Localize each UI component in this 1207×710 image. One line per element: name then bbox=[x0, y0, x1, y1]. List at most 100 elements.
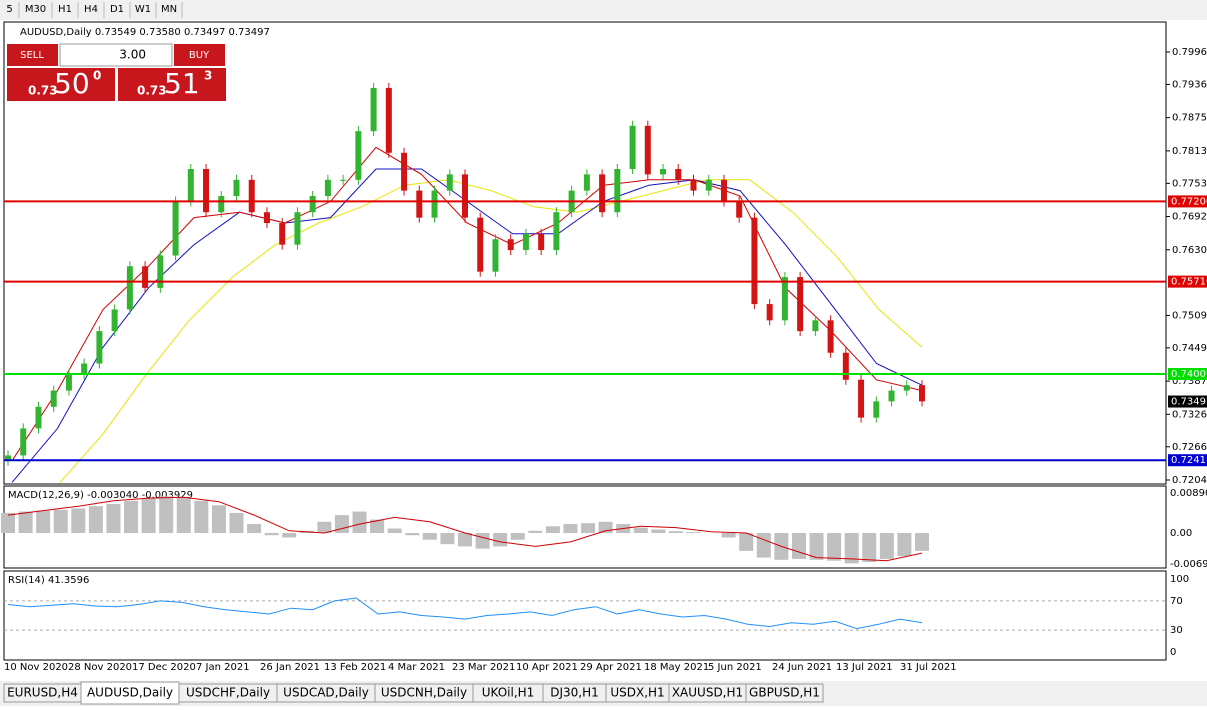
date-label: 28 Nov 2020 bbox=[68, 662, 132, 673]
buy-prefix: 0.73 bbox=[137, 84, 167, 98]
sell-sup: 0 bbox=[93, 69, 101, 83]
candle bbox=[401, 152, 408, 191]
candle bbox=[50, 390, 57, 407]
price-label: 0.76305 bbox=[1172, 245, 1207, 256]
candle bbox=[751, 217, 758, 305]
candle bbox=[142, 266, 149, 288]
candle bbox=[385, 87, 392, 153]
candle bbox=[126, 266, 133, 310]
buy-button[interactable] bbox=[174, 44, 225, 66]
macd-bar bbox=[71, 508, 86, 533]
macd-bar bbox=[141, 498, 156, 533]
macd-bar bbox=[827, 533, 842, 561]
price-label: 0.72045 bbox=[1172, 475, 1207, 486]
candle bbox=[416, 190, 423, 218]
macd-bar bbox=[458, 533, 472, 547]
price-level-label: 0.75716 bbox=[1171, 277, 1207, 288]
price-level-tag bbox=[1168, 454, 1207, 467]
tab-label[interactable]: USDCAD,Daily bbox=[283, 686, 369, 700]
timeframe-button[interactable]: W1 bbox=[135, 4, 151, 15]
timeframe-button[interactable]: 5 bbox=[6, 4, 12, 15]
macd-bar bbox=[879, 533, 894, 559]
candle bbox=[248, 179, 255, 213]
macd-bar bbox=[844, 533, 859, 564]
macd-bar bbox=[809, 533, 824, 560]
timeframe-button[interactable]: M30 bbox=[25, 4, 46, 15]
macd-bar bbox=[405, 533, 420, 536]
candle bbox=[477, 217, 484, 272]
macd-bar bbox=[528, 530, 543, 533]
macd-bar bbox=[370, 519, 385, 533]
tab-label[interactable]: USDCNH,Daily bbox=[381, 686, 467, 700]
tab-label[interactable]: GBPUSD,H1 bbox=[749, 686, 820, 700]
candle bbox=[20, 428, 27, 456]
candle bbox=[720, 179, 727, 202]
rsi-axis-label: 0 bbox=[1170, 647, 1176, 658]
tab-label[interactable]: DJ30,H1 bbox=[550, 686, 599, 700]
macd-bar bbox=[334, 515, 349, 533]
tab-label[interactable]: UKOil,H1 bbox=[482, 686, 535, 700]
date-label: 18 May 2021 bbox=[644, 662, 709, 673]
tab-label[interactable]: USDCHF,Daily bbox=[186, 686, 270, 700]
date-label: 26 Jan 2021 bbox=[260, 662, 320, 673]
macd-bar bbox=[721, 533, 736, 538]
macd-bar bbox=[668, 531, 683, 533]
price-level-tag bbox=[1168, 275, 1207, 288]
macd-bar bbox=[510, 533, 525, 540]
buy-price-box[interactable] bbox=[118, 68, 226, 101]
candle bbox=[172, 201, 179, 256]
macd-label: MACD(12,26,9) -0.003040 -0.003929 bbox=[8, 490, 193, 501]
timeframe-button[interactable]: H4 bbox=[84, 4, 98, 15]
macd-bar bbox=[440, 533, 455, 545]
timeframe-button[interactable]: MN bbox=[161, 4, 177, 15]
tab-label[interactable]: EURUSD,H4 bbox=[7, 686, 78, 700]
timeframe-button[interactable]: D1 bbox=[110, 4, 124, 15]
macd-bar bbox=[264, 533, 279, 536]
candle bbox=[492, 239, 499, 272]
date-label: 31 Jul 2021 bbox=[900, 662, 957, 673]
candle bbox=[355, 131, 362, 180]
macd-bar bbox=[317, 521, 332, 533]
rsi-label: RSI(14) 41.3596 bbox=[8, 575, 89, 586]
macd-bar bbox=[247, 524, 262, 533]
macd-bar bbox=[387, 528, 402, 533]
candle bbox=[462, 174, 468, 218]
buy-sup: 3 bbox=[204, 69, 212, 83]
tab[interactable] bbox=[745, 683, 824, 703]
candle bbox=[203, 168, 210, 213]
sell-price-box[interactable] bbox=[7, 68, 115, 101]
sell-label: SELL bbox=[20, 50, 44, 61]
candle bbox=[187, 168, 194, 202]
macd-bar bbox=[124, 500, 139, 533]
tab-label[interactable]: XAUUSD,H1 bbox=[672, 686, 743, 700]
candle bbox=[507, 239, 514, 251]
candle bbox=[157, 255, 164, 288]
candle bbox=[599, 174, 606, 213]
candle bbox=[919, 385, 925, 402]
timeframe-button[interactable]: H1 bbox=[58, 4, 72, 15]
macd-bar bbox=[229, 512, 244, 533]
candle bbox=[431, 190, 438, 218]
tab-label[interactable]: AUDUSD,Daily bbox=[87, 686, 173, 700]
macd-bar bbox=[862, 533, 877, 563]
macd-axis-label: 0.008903 bbox=[1170, 488, 1207, 499]
candle bbox=[903, 385, 910, 391]
macd-bar bbox=[493, 533, 508, 547]
candle bbox=[781, 277, 788, 321]
candle bbox=[629, 125, 636, 169]
price-level-tag bbox=[1168, 195, 1207, 208]
candle bbox=[538, 233, 545, 251]
macd-bar bbox=[915, 533, 929, 551]
sell-button[interactable] bbox=[7, 44, 58, 66]
date-label: 13 Feb 2021 bbox=[324, 662, 386, 673]
macd-bar bbox=[106, 503, 121, 533]
tab-label[interactable]: USDX,H1 bbox=[610, 686, 664, 700]
lots-input[interactable] bbox=[59, 43, 173, 67]
sell-big: 50 bbox=[54, 67, 90, 100]
date-label: 4 Mar 2021 bbox=[388, 662, 445, 673]
candle bbox=[705, 179, 712, 191]
candle bbox=[324, 179, 331, 197]
